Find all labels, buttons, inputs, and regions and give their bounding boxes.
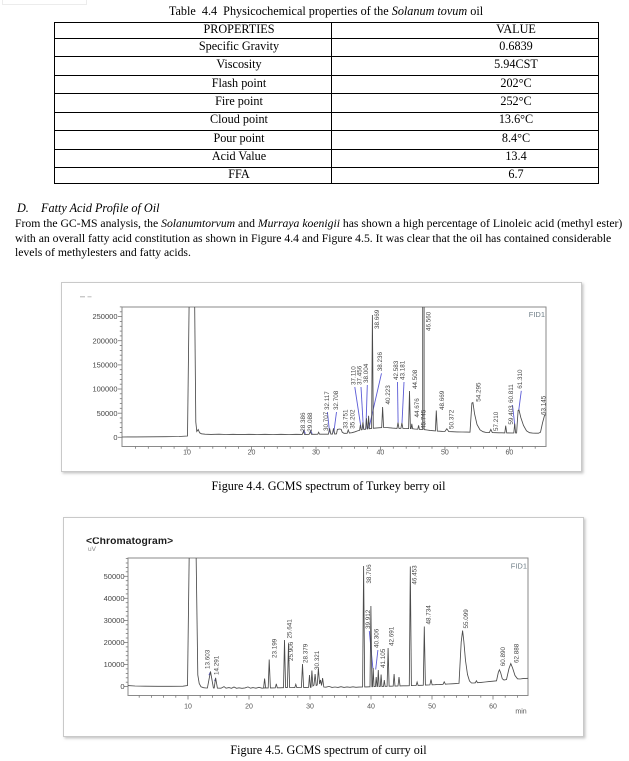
svg-text:0: 0 — [113, 433, 117, 442]
svg-text:41.105: 41.105 — [380, 648, 387, 668]
svg-text:50000: 50000 — [97, 409, 118, 418]
svg-text:60.811: 60.811 — [508, 384, 515, 403]
svg-text:60: 60 — [506, 450, 514, 457]
svg-text:10: 10 — [183, 450, 191, 457]
svg-text:38.706: 38.706 — [366, 564, 373, 584]
svg-text:35.202: 35.202 — [350, 409, 357, 429]
svg-text:59.403: 59.403 — [508, 405, 515, 425]
svg-text:45.745: 45.745 — [421, 409, 428, 429]
svg-text:57.210: 57.210 — [493, 411, 500, 431]
svg-text:46.453: 46.453 — [412, 565, 419, 585]
svg-text:200000: 200000 — [92, 336, 117, 345]
svg-text:63.145: 63.145 — [541, 395, 548, 415]
svg-text:20: 20 — [245, 704, 253, 711]
svg-text:44.676: 44.676 — [414, 398, 421, 418]
svg-text:40.223: 40.223 — [385, 385, 392, 405]
svg-text:40: 40 — [377, 450, 385, 457]
svg-text:32.708: 32.708 — [333, 390, 340, 410]
svg-text:33.751: 33.751 — [343, 409, 350, 429]
svg-text:28.379: 28.379 — [303, 643, 310, 663]
svg-text:14.291: 14.291 — [213, 655, 220, 675]
svg-text:0: 0 — [120, 682, 124, 691]
svg-text:20: 20 — [248, 450, 256, 457]
svg-text:30.707: 30.707 — [323, 411, 330, 431]
svg-text:37.110: 37.110 — [350, 366, 357, 385]
svg-text:39.912: 39.912 — [365, 609, 372, 629]
svg-text:42.583: 42.583 — [393, 360, 400, 380]
svg-text:62.888: 62.888 — [514, 643, 521, 663]
svg-text:250000: 250000 — [92, 312, 117, 321]
svg-text:55.099: 55.099 — [463, 609, 470, 629]
svg-text:38.236: 38.236 — [377, 352, 384, 372]
svg-text:38.004: 38.004 — [363, 363, 370, 383]
svg-text:32.117: 32.117 — [324, 391, 331, 410]
svg-text:28.386: 28.386 — [300, 412, 307, 432]
svg-text:FID1: FID1 — [529, 310, 545, 319]
svg-text:46.560: 46.560 — [425, 311, 432, 331]
svg-text:42.691: 42.691 — [389, 626, 396, 646]
svg-text:min: min — [515, 709, 526, 716]
svg-text:50.372: 50.372 — [448, 409, 455, 429]
svg-text:30.321: 30.321 — [314, 650, 321, 670]
svg-text:37.456: 37.456 — [357, 365, 364, 385]
svg-text:20000: 20000 — [104, 638, 125, 647]
svg-text:uV: uV — [88, 546, 97, 553]
svg-text:50: 50 — [441, 450, 449, 457]
svg-text:48.669: 48.669 — [439, 390, 446, 410]
svg-text:150000: 150000 — [92, 361, 117, 370]
svg-text:<Chromatogram>: <Chromatogram> — [86, 536, 173, 547]
svg-text:30000: 30000 — [104, 616, 125, 625]
svg-text:30: 30 — [306, 704, 314, 711]
svg-text:100000: 100000 — [92, 385, 117, 394]
svg-text:13.603: 13.603 — [205, 649, 212, 669]
svg-text:38.669: 38.669 — [374, 309, 381, 329]
svg-text:30: 30 — [312, 450, 320, 457]
svg-text:40: 40 — [367, 704, 375, 711]
svg-text:10000: 10000 — [104, 660, 125, 669]
svg-text:29.088: 29.088 — [307, 412, 314, 432]
svg-text:10: 10 — [184, 704, 192, 711]
svg-text:25.641: 25.641 — [286, 619, 293, 639]
svg-text:40000: 40000 — [104, 594, 125, 603]
svg-text:50000: 50000 — [104, 572, 125, 581]
svg-text:23.199: 23.199 — [271, 638, 278, 658]
svg-text:50: 50 — [428, 704, 436, 711]
svg-text:54.295: 54.295 — [475, 382, 482, 402]
svg-text:FID1: FID1 — [511, 562, 527, 571]
svg-text:60: 60 — [489, 704, 497, 711]
svg-text:44.508: 44.508 — [412, 369, 419, 389]
svg-text:40.306: 40.306 — [373, 628, 380, 648]
svg-text:25.906: 25.906 — [288, 641, 295, 661]
svg-text:48.734: 48.734 — [425, 605, 432, 625]
svg-text:61.310: 61.310 — [517, 369, 524, 389]
svg-text:60.890: 60.890 — [500, 647, 507, 667]
svg-text:43.181: 43.181 — [400, 360, 407, 380]
